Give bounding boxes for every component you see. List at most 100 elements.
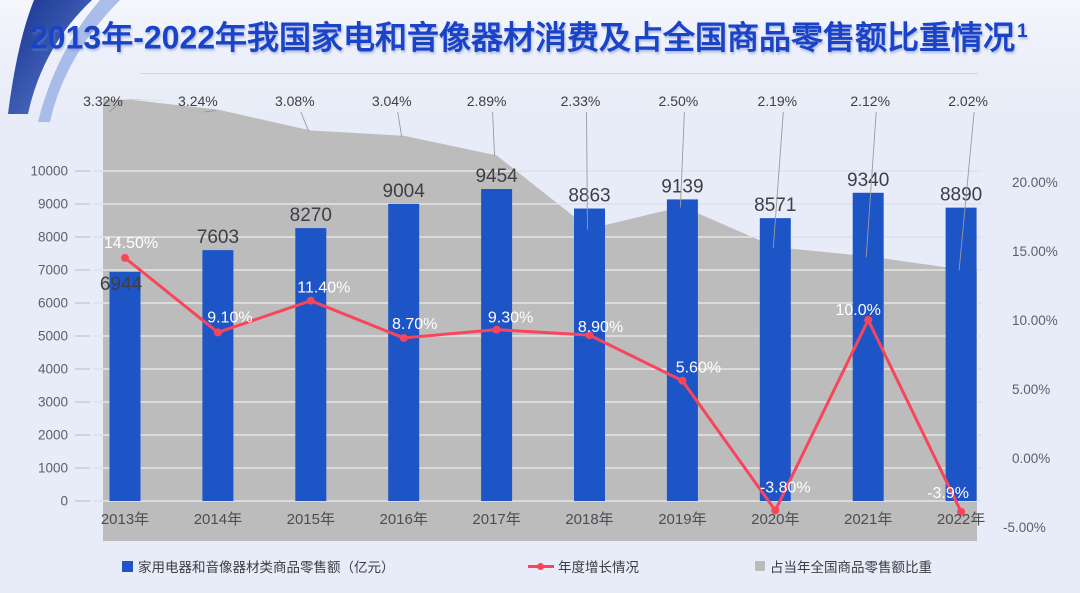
bar-value-label: 9454 [475, 166, 518, 187]
title-text: 2013年-2022年我国家电和音像器材消费及占全国商品零售额比重情况 [30, 19, 1016, 56]
left-axis-tick-label: 9000 [38, 197, 68, 212]
x-axis-label: 2014年 [194, 511, 242, 528]
line-value-label: -3.80% [760, 479, 811, 496]
bar-2018年 [574, 208, 605, 501]
legend-label-share: 占当年全国商品零售额比重 [770, 560, 932, 575]
page-title: 2013年-2022年我国家电和音像器材消费及占全国商品零售额比重情况 1 [30, 10, 1060, 60]
growth-point [678, 376, 687, 385]
growth-point [121, 253, 129, 262]
right-axis-tick-label: 0.00% [1012, 451, 1050, 466]
growth-point [213, 328, 222, 337]
growth-point [492, 325, 501, 334]
x-axis-label: 2016年 [380, 511, 428, 528]
line-value-label: 5.60% [676, 360, 721, 377]
line-value-label: 10.0% [836, 302, 881, 319]
bar-value-label: 9340 [847, 170, 889, 191]
left-axis-tick-label: 0 [60, 494, 68, 509]
bar-2019年 [666, 199, 698, 501]
bar-2017年 [481, 189, 513, 501]
line-value-label: 8.90% [578, 319, 623, 336]
legend-item-share-area: 占当年全国商品零售额比重 [755, 558, 932, 575]
share-labels: 3.32% 3.24% 3.08% 3.04% 2.89% 2.33% 2.50% 2.19%… [83, 93, 988, 271]
right-axis: -5.00% 0.00% 5.00% 10.00% 15.00% 20.00% [1003, 175, 1058, 535]
left-axis: 0 1000 2000 3000 4000 5000 6000 7000 8000 9000 100… [30, 164, 90, 509]
bar-value-label: 8270 [290, 205, 332, 226]
area-series-swatch-icon [755, 561, 765, 571]
x-axis-label: 2015年 [287, 511, 335, 528]
growth-value-labels: 14.50% 9.10% 11.40% 8.70% 9.30% 8.90% 5.60% -3.… [104, 235, 969, 502]
line-value-label: 14.50% [104, 235, 158, 252]
x-axis-label: 2021年 [844, 511, 892, 528]
title-divider [140, 73, 978, 74]
area-share-label: 2.50% [659, 93, 699, 109]
title-superscript: 1 [1017, 21, 1028, 42]
legend-label-growth: 年度增长情况 [558, 560, 639, 575]
growth-point [864, 316, 873, 324]
line-value-label: 9.30% [488, 310, 533, 327]
line-value-label: 11.40% [297, 280, 350, 297]
left-axis-tick-label: 3000 [38, 395, 68, 410]
x-axis-label: 2022年 [937, 511, 985, 528]
area-share-label: 3.24% [178, 93, 218, 109]
x-axis-label: 2019年 [658, 511, 706, 528]
line-value-label: -3.9% [927, 485, 969, 502]
x-axis-label: 2020年 [751, 511, 799, 528]
growth-point [957, 507, 966, 516]
x-axis-label: 2017年 [472, 511, 520, 528]
bar-value-label: 7603 [197, 227, 239, 248]
bar-2013年 [109, 271, 141, 501]
area-share-label: 3.04% [372, 93, 412, 109]
area-share-label: 2.19% [757, 93, 797, 109]
growth-point [771, 506, 780, 515]
retail-bar-series [109, 189, 977, 502]
left-axis-tick-label: 4000 [38, 362, 68, 377]
area-share-label: 2.89% [467, 93, 507, 109]
bar-value-label: 9004 [383, 181, 426, 202]
bar-2014年 [202, 250, 234, 501]
bar-value-label: 8571 [754, 195, 796, 216]
left-axis-tick-label: 8000 [38, 230, 68, 245]
right-axis-tick-label: 15.00% [1012, 244, 1058, 259]
x-axis-label: 2013年 [101, 511, 149, 528]
growth-point [585, 331, 594, 340]
x-axis-label: 2018年 [565, 511, 613, 528]
left-axis-tick-label: 6000 [38, 296, 68, 311]
left-axis-tick-label: 10000 [30, 164, 68, 179]
bar-2015年 [295, 228, 327, 501]
area-share-label: 2.33% [561, 93, 601, 109]
bar-2021年 [852, 192, 884, 501]
left-axis-tick-label: 7000 [38, 263, 68, 278]
left-axis-tick-label: 5000 [38, 329, 68, 344]
area-share-label: 2.12% [850, 93, 890, 109]
right-axis-tick-label: -5.00% [1003, 520, 1046, 535]
growth-point [399, 333, 408, 342]
legend-item-retail-bars: 家用电器和音像器材类商品零售额（亿元） [122, 558, 395, 575]
corner-decoration-icon [8, 0, 120, 122]
area-share-label: 2.02% [948, 93, 988, 109]
area-share-label: 3.08% [275, 93, 315, 109]
bar-value-label: 9139 [661, 176, 703, 197]
growth-line-series [121, 253, 966, 516]
bar-2016年 [388, 203, 420, 502]
bar-series-swatch-icon [122, 560, 133, 572]
right-axis-tick-label: 10.00% [1012, 313, 1058, 328]
bar-2022年 [945, 207, 977, 501]
line-value-label: 9.10% [207, 309, 252, 326]
line-value-label: 8.70% [392, 316, 437, 333]
x-axis-labels: 2013年 2014年 2015年 2016年 2017年 2018年 2019年 2020年… [101, 511, 985, 528]
legend-label-retail: 家用电器和音像器材类商品零售额（亿元） [138, 560, 395, 575]
legend-item-growth-line: 年度增长情况 [528, 558, 639, 575]
bar-value-label: 8863 [568, 186, 610, 207]
bar-value-label: 8890 [940, 185, 982, 206]
bar-value-labels: 6944 7603 8270 9004 9454 8863 9139 8571 9340 8890 [100, 166, 982, 295]
line-series-swatch-icon [528, 560, 554, 572]
chart-legend: 家用电器和音像器材类商品零售额（亿元） 年度增长情况 占当年全国商品零售额比重 [0, 558, 1080, 578]
bar-2020年 [759, 218, 791, 502]
right-axis-tick-label: 5.00% [1012, 382, 1050, 397]
growth-line [124, 256, 963, 513]
area-share-label: 3.32% [83, 93, 123, 109]
left-axis-tick-label: 2000 [38, 428, 68, 443]
left-axis-tick-label: 1000 [38, 461, 68, 476]
